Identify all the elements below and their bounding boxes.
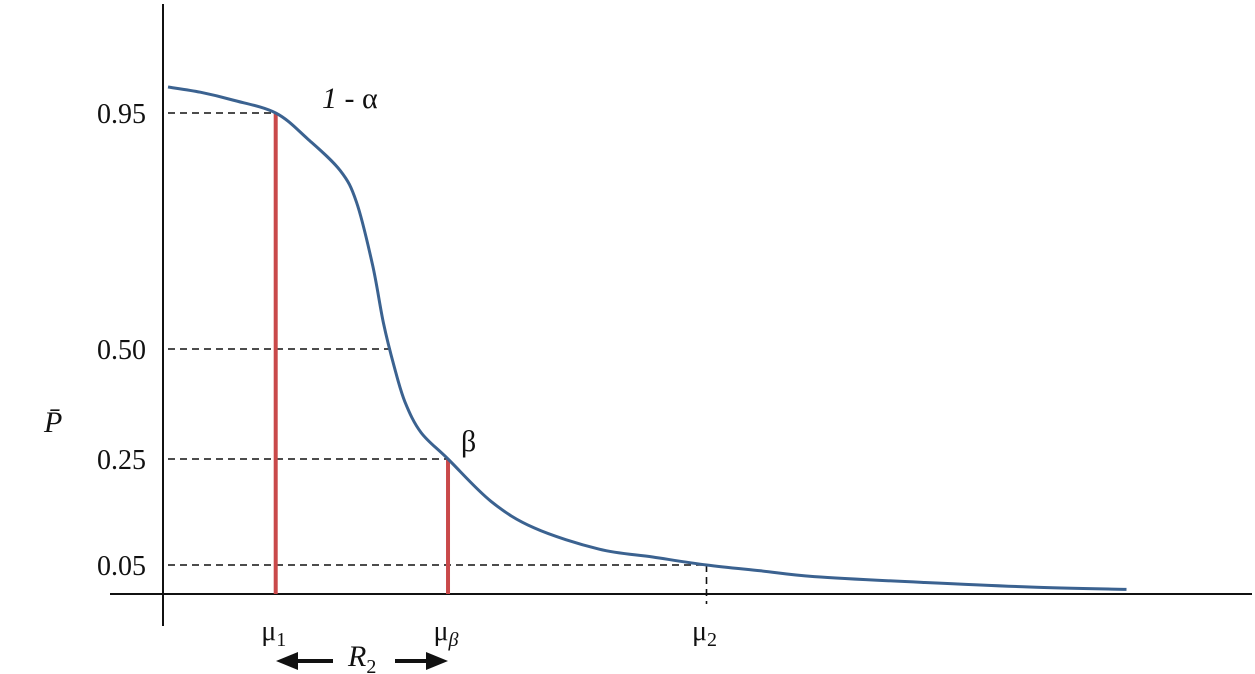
x-tick-label-base-mubeta: μ (434, 616, 449, 647)
guide-lines (168, 112, 708, 604)
one-minus-alpha-label: 1 - α (322, 82, 378, 115)
curve-layer (167, 85, 1127, 591)
y-tick-labels: 0.95 0.50 0.25 0.05 (97, 99, 146, 582)
one-minus-alpha-rest: - α (337, 82, 378, 115)
threshold-markers (273, 113, 451, 594)
x-tick-labels: μ1 μβ μ2 (261, 616, 717, 651)
x-tick-label-mubeta: μβ (434, 616, 459, 651)
one-minus-alpha-number: 1 (322, 82, 337, 115)
range-label-sub: 2 (366, 656, 376, 674)
range-indicator: R2 (276, 640, 448, 674)
x-tick-label-sub-mu2: 2 (707, 629, 717, 651)
x-tick-label-base-mu1: μ (261, 616, 276, 647)
range-label: R2 (347, 640, 376, 674)
right-arrow-icon (426, 652, 448, 670)
y-tick-label-2: 0.25 (97, 445, 146, 476)
x-tick-label-mu2: μ2 (692, 616, 717, 651)
y-tick-label-1: 0.50 (97, 335, 146, 366)
beta-label: β (461, 425, 476, 458)
left-arrow-icon (276, 652, 298, 670)
y-tick-label-3: 0.05 (97, 551, 146, 582)
y-axis-label: P̄ (43, 406, 62, 439)
power-curve-line (167, 85, 1127, 591)
x-tick-label-sub-mubeta: β (448, 629, 459, 651)
range-label-base: R (347, 640, 366, 673)
x-tick-label-mu1: μ1 (261, 616, 286, 651)
x-tick-label-sub-mu1: 1 (276, 629, 286, 651)
y-tick-label-0: 0.95 (97, 99, 146, 130)
x-tick-label-base-mu2: μ (692, 616, 707, 647)
